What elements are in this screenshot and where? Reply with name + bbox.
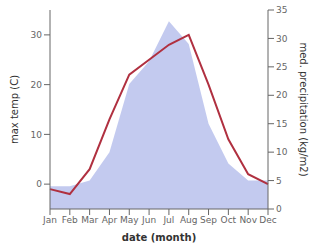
svg-text:date (month): date (month)	[122, 232, 196, 243]
svg-text:10: 10	[276, 147, 288, 157]
svg-text:5: 5	[276, 176, 282, 186]
svg-text:0: 0	[276, 204, 282, 214]
svg-text:35: 35	[276, 5, 287, 15]
svg-text:Jun: Jun	[141, 215, 156, 225]
svg-text:10: 10	[31, 130, 43, 140]
svg-text:15: 15	[276, 119, 287, 129]
svg-text:Nov: Nov	[239, 215, 257, 225]
svg-text:max temp (C): max temp (C)	[9, 75, 20, 144]
svg-text:20: 20	[31, 80, 43, 90]
svg-text:30: 30	[276, 34, 288, 44]
svg-text:0: 0	[36, 179, 42, 189]
svg-text:Jul: Jul	[162, 215, 174, 225]
svg-text:Jan: Jan	[42, 215, 57, 225]
svg-text:20: 20	[276, 90, 288, 100]
svg-text:Feb: Feb	[62, 215, 78, 225]
svg-text:Apr: Apr	[102, 215, 118, 225]
svg-text:Aug: Aug	[180, 215, 198, 225]
svg-text:May: May	[120, 215, 139, 225]
svg-text:25: 25	[276, 62, 287, 72]
svg-text:Dec: Dec	[259, 215, 276, 225]
svg-text:Mar: Mar	[81, 215, 98, 225]
svg-text:Sep: Sep	[200, 215, 217, 225]
svg-text:Oct: Oct	[221, 215, 237, 225]
svg-text:30: 30	[31, 30, 43, 40]
svg-text:med. precipitation (kg/m2): med. precipitation (kg/m2)	[298, 42, 309, 176]
